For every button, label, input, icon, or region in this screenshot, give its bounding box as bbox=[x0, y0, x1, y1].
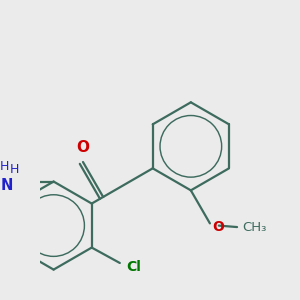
Text: Cl: Cl bbox=[126, 260, 141, 274]
Text: CH₃: CH₃ bbox=[242, 220, 267, 234]
Text: N: N bbox=[0, 178, 13, 193]
Text: H: H bbox=[10, 164, 20, 176]
Text: H: H bbox=[0, 160, 9, 173]
Text: O: O bbox=[76, 140, 89, 155]
Text: O: O bbox=[212, 220, 224, 234]
